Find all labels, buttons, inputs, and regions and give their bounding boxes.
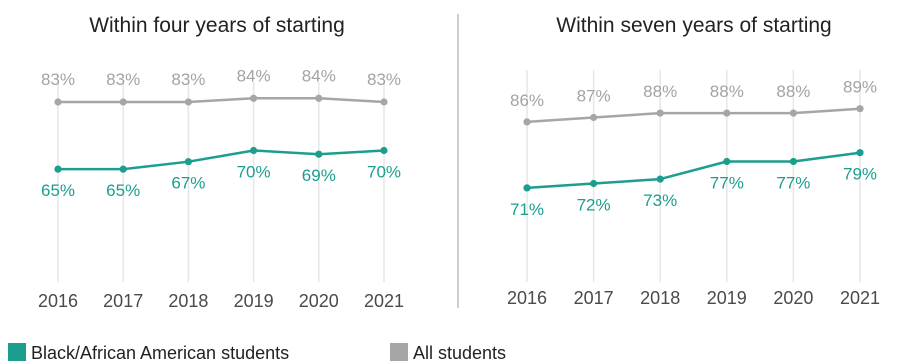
panel-within-four-years: Within four years of starting 2016 2017 20… [38,14,404,311]
data-label: 79% [843,165,877,184]
data-point-all-students [656,109,664,117]
x-tick-label: 2021 [364,291,404,311]
data-label: 70% [367,163,401,182]
series-line-all-students [58,97,385,104]
x-tick-label: 2017 [574,288,614,308]
data-label: 83% [171,70,205,89]
data-point-all-students [184,98,192,106]
data-label: 65% [106,181,140,200]
data-label: 83% [41,70,75,89]
x-tick-label: 2019 [707,288,747,308]
data-label: 84% [302,66,336,85]
data-point-black-students [723,157,731,166]
data-label: 88% [710,82,744,101]
data-point-all-students [119,98,127,106]
data-point-black-students [250,146,258,155]
data-point-all-students [250,94,258,102]
data-point-all-students [856,105,864,113]
data-point-black-students [119,165,127,173]
data-label: 69% [302,166,336,185]
x-tick-label: 2020 [299,291,339,311]
panel-within-seven-years: Within seven years of starting 2016 2017 2… [507,14,880,308]
x-tick-label: 2018 [168,291,208,311]
data-label: 87% [577,87,611,106]
data-point-black-students [54,165,62,173]
legend: Black/African American students All stude… [8,343,506,363]
x-tick-label: 2019 [234,291,274,311]
data-point-black-students [656,175,664,183]
data-point-all-students [315,94,323,102]
data-point-all-students [590,113,598,122]
data-label: 83% [106,70,140,89]
series-line-black-students [526,151,861,190]
legend-swatch-black-students [8,343,26,361]
data-label: 89% [843,78,877,97]
data-point-black-students [856,149,864,157]
data-label: 73% [643,191,677,210]
data-point-black-students [380,146,388,155]
data-label: 77% [776,174,810,193]
data-point-black-students [789,157,798,166]
data-label: 84% [237,66,271,85]
data-label: 67% [171,174,205,193]
data-point-all-students [54,98,62,106]
x-tick-label: 2021 [840,288,880,308]
data-label: 71% [510,200,544,219]
x-tick-label: 2016 [38,291,78,311]
data-label: 88% [776,82,810,101]
data-point-black-students [523,184,531,192]
x-tick-label: 2020 [773,288,813,308]
legend-label: All students [413,343,506,363]
x-tick-label: 2018 [640,288,680,308]
data-label: 88% [643,82,677,101]
x-tick-label: 2016 [507,288,547,308]
chart-title: Within four years of starting [89,14,345,37]
data-point-black-students [315,150,323,158]
data-label: 83% [367,70,401,89]
legend-swatch-all-students [390,343,408,361]
data-label: 65% [41,181,75,200]
data-label: 77% [710,174,744,193]
data-point-all-students [380,98,388,106]
series-line-all-students [526,107,861,124]
x-tick-label: 2017 [103,291,143,311]
data-label: 72% [577,196,611,215]
data-point-all-students [523,118,531,126]
legend-label: Black/African American students [31,343,289,363]
data-label: 86% [510,91,544,110]
data-point-all-students [789,109,798,117]
data-point-black-students [590,179,598,188]
series-line-black-students [58,149,385,171]
chart-title: Within seven years of starting [556,14,831,37]
data-label: 70% [237,163,271,182]
data-point-black-students [184,158,192,166]
data-point-all-students [723,109,731,117]
